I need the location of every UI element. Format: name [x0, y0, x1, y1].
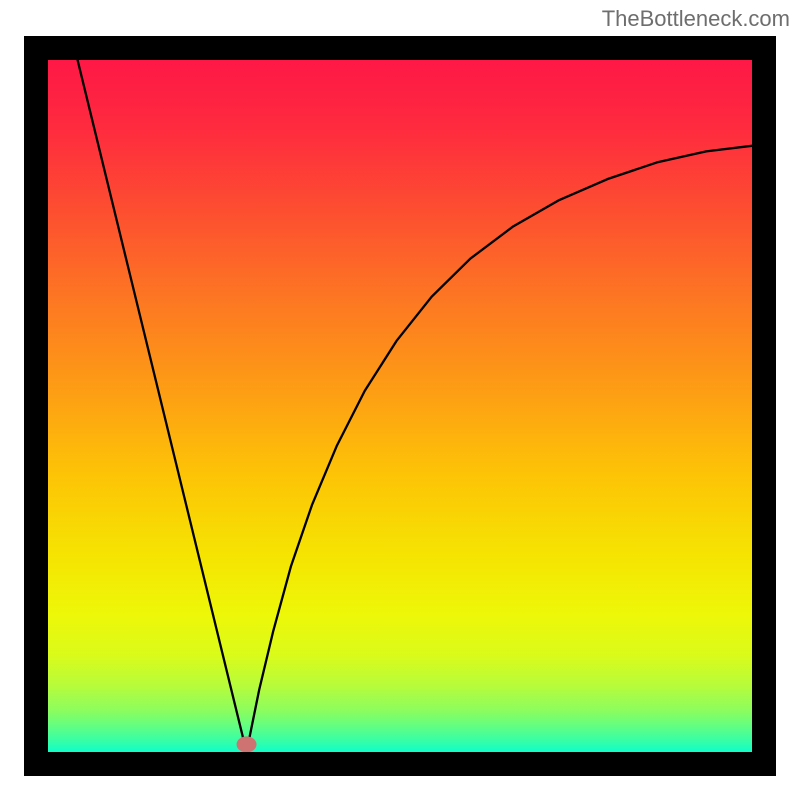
curve-layer: [48, 60, 752, 752]
attribution-text: TheBottleneck.com: [602, 6, 790, 32]
minimum-marker: [237, 736, 257, 752]
bottleneck-curve: [78, 60, 752, 752]
